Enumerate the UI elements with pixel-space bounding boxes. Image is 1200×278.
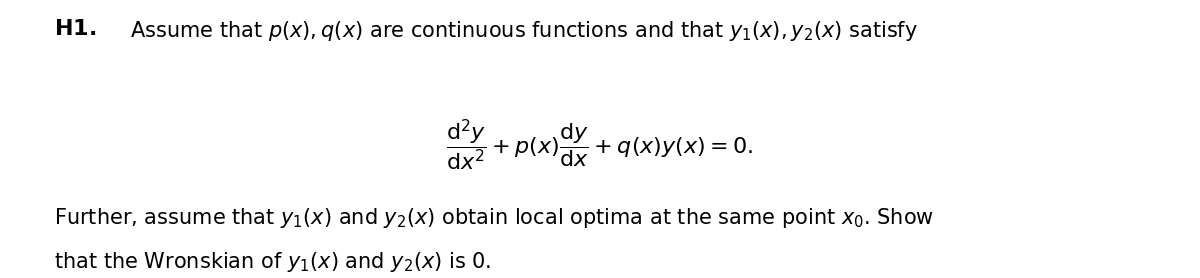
Text: that the Wronskian of $y_1(x)$ and $y_2(x)$ is 0.: that the Wronskian of $y_1(x)$ and $y_2(…: [54, 250, 491, 274]
Text: Further, assume that $y_1(x)$ and $y_2(x)$ obtain local optima at the same point: Further, assume that $y_1(x)$ and $y_2(x…: [54, 206, 934, 230]
Text: Assume that $p(x), q(x)$ are continuous functions and that $y_1(x), y_2(x)$ sati: Assume that $p(x), q(x)$ are continuous …: [130, 19, 918, 43]
Text: $\mathbf{H1.}$: $\mathbf{H1.}$: [54, 19, 96, 39]
Text: $\dfrac{\mathrm{d}^2y}{\mathrm{d}x^2} + p(x)\dfrac{\mathrm{d}y}{\mathrm{d}x} + q: $\dfrac{\mathrm{d}^2y}{\mathrm{d}x^2} + …: [446, 117, 754, 173]
